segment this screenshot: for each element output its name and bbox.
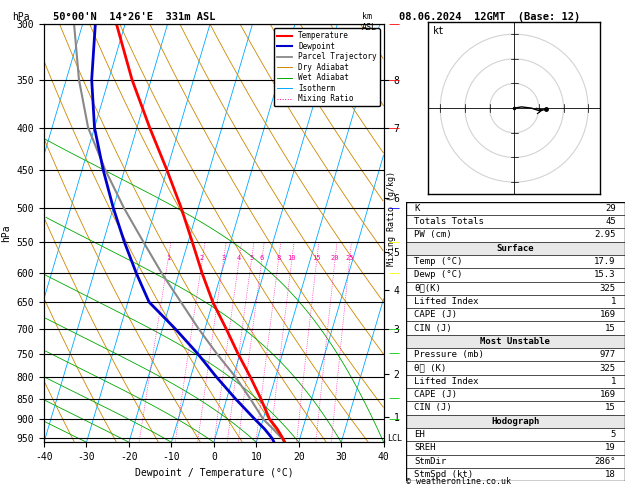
Text: 50°00'N  14°26'E  331m ASL: 50°00'N 14°26'E 331m ASL — [53, 12, 216, 22]
Text: —: — — [388, 122, 399, 133]
Text: 15.3: 15.3 — [594, 270, 616, 279]
Text: Totals Totals: Totals Totals — [415, 217, 484, 226]
Text: hPa: hPa — [13, 12, 30, 22]
Text: Hodograph: Hodograph — [491, 417, 539, 426]
Text: —: — — [388, 19, 399, 29]
Text: 19: 19 — [605, 443, 616, 452]
Text: Pressure (mb): Pressure (mb) — [415, 350, 484, 359]
Bar — [406, 268, 625, 281]
Text: 10: 10 — [287, 255, 296, 261]
Text: 977: 977 — [599, 350, 616, 359]
Text: 3: 3 — [221, 255, 225, 261]
Bar — [406, 388, 625, 401]
Text: —: — — [388, 203, 399, 213]
Text: 6: 6 — [260, 255, 264, 261]
Text: 18: 18 — [605, 470, 616, 479]
Text: 1: 1 — [611, 297, 616, 306]
Text: 169: 169 — [599, 310, 616, 319]
Text: 1: 1 — [611, 377, 616, 386]
Text: 2: 2 — [200, 255, 204, 261]
Bar — [406, 281, 625, 295]
Text: 325: 325 — [599, 364, 616, 373]
Text: 5: 5 — [249, 255, 253, 261]
Text: —: — — [388, 324, 399, 334]
Text: Dewp (°C): Dewp (°C) — [415, 270, 463, 279]
Text: —: — — [388, 348, 399, 359]
Text: 45: 45 — [605, 217, 616, 226]
Text: 169: 169 — [599, 390, 616, 399]
Text: CAPE (J): CAPE (J) — [415, 310, 457, 319]
Text: 8: 8 — [276, 255, 281, 261]
Bar — [406, 321, 625, 335]
Text: 08.06.2024  12GMT  (Base: 12): 08.06.2024 12GMT (Base: 12) — [399, 12, 581, 22]
Text: θᴄ (K): θᴄ (K) — [415, 364, 447, 373]
Bar — [406, 441, 625, 454]
Text: 15: 15 — [605, 403, 616, 413]
Bar — [406, 401, 625, 415]
Bar — [406, 454, 625, 468]
Text: StmSpd (kt): StmSpd (kt) — [415, 470, 474, 479]
Bar — [406, 308, 625, 321]
Text: 4: 4 — [237, 255, 241, 261]
Text: —: — — [388, 414, 399, 424]
Text: Temp (°C): Temp (°C) — [415, 257, 463, 266]
Text: 15: 15 — [605, 324, 616, 332]
Text: kt: kt — [433, 26, 445, 36]
Bar — [406, 295, 625, 308]
Text: StmDir: StmDir — [415, 457, 447, 466]
Text: CIN (J): CIN (J) — [415, 324, 452, 332]
Bar — [406, 362, 625, 375]
Text: 5: 5 — [611, 430, 616, 439]
Text: 325: 325 — [599, 284, 616, 293]
Text: Lifted Index: Lifted Index — [415, 297, 479, 306]
Text: Mixing Ratio (g/kg): Mixing Ratio (g/kg) — [387, 171, 396, 266]
Text: —: — — [388, 237, 399, 247]
X-axis label: Dewpoint / Temperature (°C): Dewpoint / Temperature (°C) — [135, 468, 293, 478]
Text: 286°: 286° — [594, 457, 616, 466]
Text: PW (cm): PW (cm) — [415, 230, 452, 240]
Bar — [406, 428, 625, 441]
Text: θᴄ(K): θᴄ(K) — [415, 284, 442, 293]
Legend: Temperature, Dewpoint, Parcel Trajectory, Dry Adiabat, Wet Adiabat, Isotherm, Mi: Temperature, Dewpoint, Parcel Trajectory… — [274, 28, 380, 106]
Bar — [406, 335, 625, 348]
Bar — [406, 415, 625, 428]
Bar — [406, 228, 625, 242]
Text: LCL: LCL — [387, 434, 402, 443]
Text: —: — — [388, 268, 399, 278]
Text: Most Unstable: Most Unstable — [480, 337, 550, 346]
Text: 15: 15 — [313, 255, 321, 261]
Bar — [406, 348, 625, 362]
Bar — [406, 215, 625, 228]
Text: EH: EH — [415, 430, 425, 439]
Text: —: — — [388, 75, 399, 85]
Text: —: — — [388, 394, 399, 403]
Text: 2.95: 2.95 — [594, 230, 616, 240]
Text: 25: 25 — [345, 255, 353, 261]
Text: SREH: SREH — [415, 443, 436, 452]
Text: 17.9: 17.9 — [594, 257, 616, 266]
Text: © weatheronline.co.uk: © weatheronline.co.uk — [406, 477, 511, 486]
Text: 20: 20 — [331, 255, 339, 261]
Bar — [406, 468, 625, 481]
Y-axis label: hPa: hPa — [1, 225, 11, 242]
Text: Surface: Surface — [496, 244, 534, 253]
Bar — [406, 242, 625, 255]
Text: K: K — [415, 204, 420, 213]
Text: km
ASL: km ASL — [362, 12, 377, 32]
Text: 1: 1 — [165, 255, 170, 261]
Text: 29: 29 — [605, 204, 616, 213]
Bar — [406, 255, 625, 268]
Text: CIN (J): CIN (J) — [415, 403, 452, 413]
Text: Lifted Index: Lifted Index — [415, 377, 479, 386]
Bar — [406, 202, 625, 215]
Text: CAPE (J): CAPE (J) — [415, 390, 457, 399]
Bar — [406, 375, 625, 388]
